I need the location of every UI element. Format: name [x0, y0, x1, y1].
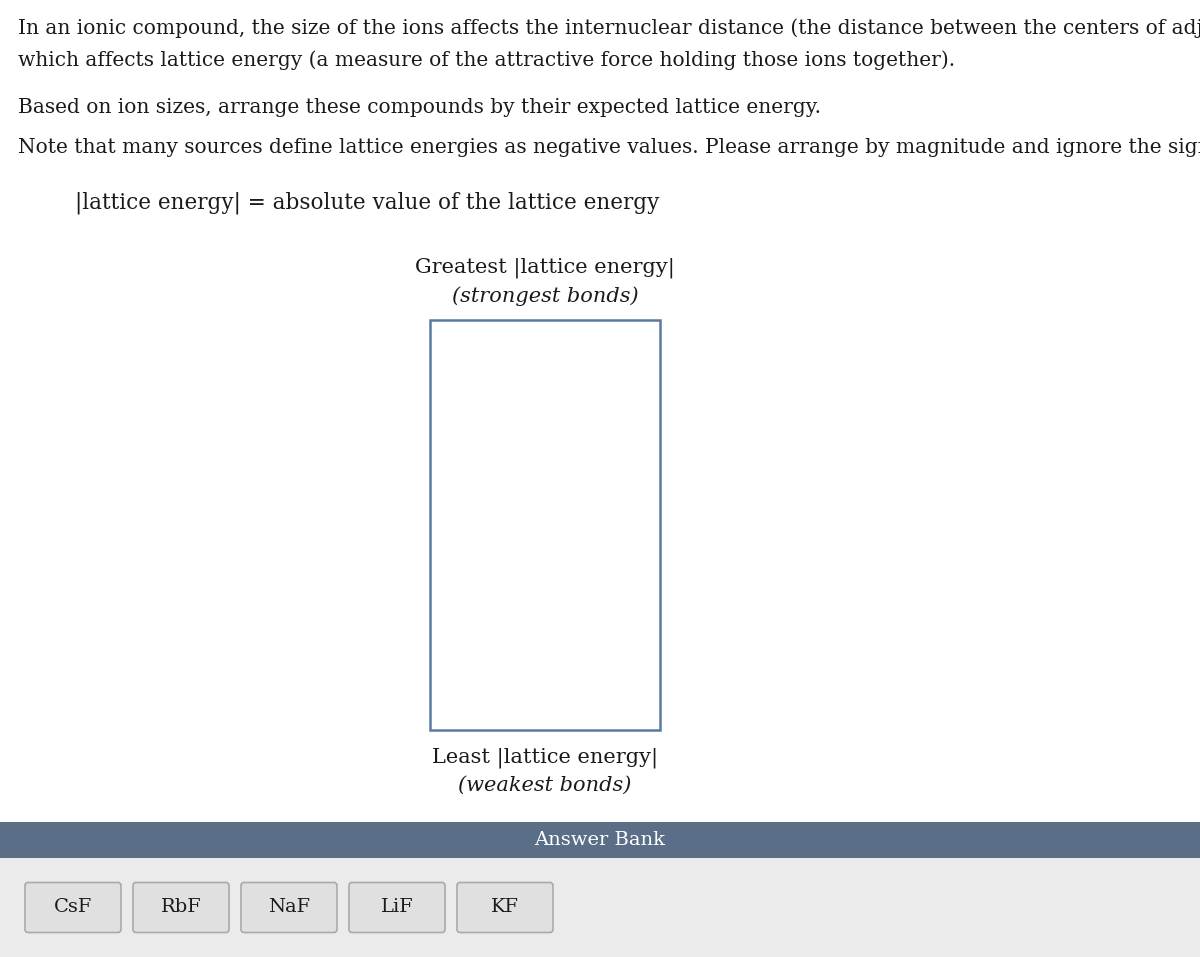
- Text: NaF: NaF: [268, 899, 310, 917]
- Text: which affects lattice energy (a measure of the attractive force holding those io: which affects lattice energy (a measure …: [18, 50, 955, 70]
- Text: In an ionic compound, the size of the ions affects the internuclear distance (th: In an ionic compound, the size of the io…: [18, 18, 1200, 37]
- Text: Answer Bank: Answer Bank: [534, 831, 666, 849]
- Bar: [0, 822, 1200, 858]
- Bar: [430, 320, 660, 730]
- FancyBboxPatch shape: [241, 882, 337, 932]
- Text: Based on ion sizes, arrange these compounds by their expected lattice energy.: Based on ion sizes, arrange these compou…: [18, 98, 821, 117]
- Text: LiF: LiF: [380, 899, 413, 917]
- Text: RbF: RbF: [161, 899, 202, 917]
- FancyBboxPatch shape: [349, 882, 445, 932]
- Text: Greatest |lattice energy|: Greatest |lattice energy|: [415, 258, 674, 278]
- Text: (strongest bonds): (strongest bonds): [451, 286, 638, 305]
- Text: KF: KF: [491, 899, 520, 917]
- Bar: [0, 858, 1200, 957]
- FancyBboxPatch shape: [25, 882, 121, 932]
- FancyBboxPatch shape: [457, 882, 553, 932]
- Text: Least |lattice energy|: Least |lattice energy|: [432, 748, 658, 768]
- Text: |lattice energy| = absolute value of the lattice energy: |lattice energy| = absolute value of the…: [74, 192, 659, 214]
- Text: (weakest bonds): (weakest bonds): [458, 776, 631, 795]
- Text: CsF: CsF: [54, 899, 92, 917]
- FancyBboxPatch shape: [133, 882, 229, 932]
- Text: Note that many sources define lattice energies as negative values. Please arrang: Note that many sources define lattice en…: [18, 138, 1200, 157]
